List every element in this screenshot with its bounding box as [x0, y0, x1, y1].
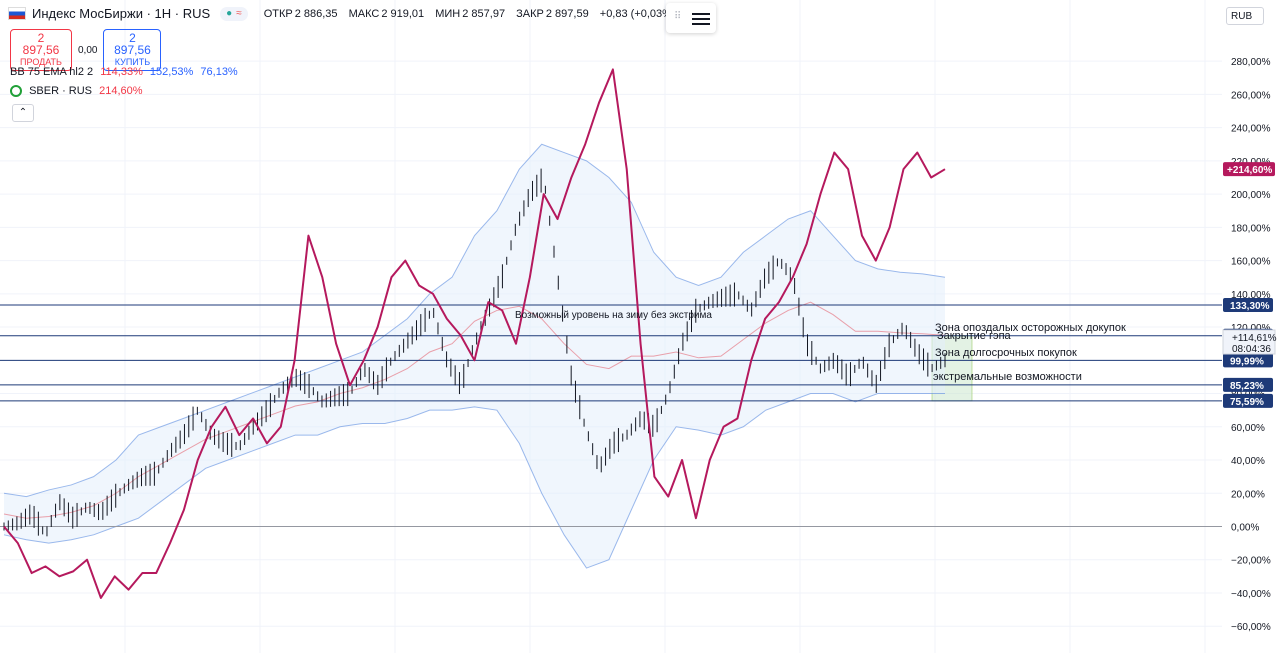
- bb-upper-value: 152,53%: [149, 66, 194, 78]
- annotation-text: Зона опоздалых осторожных докупок: [935, 322, 1126, 334]
- menu-icon: [692, 10, 710, 28]
- bb-lower-value: 76,13%: [200, 66, 238, 78]
- compare-label: SBER · RUS: [29, 85, 93, 97]
- y-tick-label: 60,00%: [1231, 423, 1265, 434]
- band-lower-line: [3, 393, 945, 569]
- y-tick-label: 180,00%: [1231, 223, 1271, 234]
- band-upper-line: [3, 143, 946, 498]
- chevron-up-icon: ⌃: [18, 107, 28, 118]
- level-label: 99,99%: [1230, 356, 1264, 367]
- buy-price: 2 897,56: [114, 31, 151, 57]
- level-label-box: [1223, 377, 1273, 392]
- buy-button[interactable]: 2 897,56 КУПИТЬ: [103, 29, 162, 71]
- compare-value: 214,60%: [99, 85, 143, 97]
- sber-line: [3, 68, 946, 599]
- collapse-legend-button[interactable]: ⌃: [12, 104, 34, 122]
- sell-label: ПРОДАТЬ: [20, 57, 62, 67]
- level-label: 85,23%: [1230, 381, 1264, 392]
- annotation-text: экстремальные возможности: [933, 371, 1082, 383]
- y-tick-label: 280,00%: [1231, 57, 1271, 68]
- high-label: МАКС: [348, 7, 380, 20]
- y-tick-label: 20,00%: [1231, 489, 1265, 500]
- legend: Индекс МосБиржи · 1Н · RUS ● ≈ ОТКР 2 886…: [8, 6, 684, 21]
- y-tick-label: 120,00%: [1231, 323, 1271, 334]
- horizontal-levels: [0, 304, 1222, 402]
- annotations: Возможный уровень на зиму без экстрима Зо…: [515, 309, 1126, 383]
- open-value: 2 886,35: [294, 7, 338, 20]
- level-label: 75,59%: [1230, 397, 1264, 408]
- sber-last-label: +214,60%: [1227, 165, 1272, 176]
- y-tick-label: −60,00%: [1231, 622, 1271, 633]
- low-value: 2 857,97: [462, 7, 506, 20]
- open-label: ОТКР: [263, 7, 293, 20]
- spread-value: 0,00: [78, 44, 98, 56]
- y-tick-label: 240,00%: [1231, 124, 1271, 135]
- level-label-box: [1223, 297, 1273, 312]
- ohlc-values: ОТКР 2 886,35 МАКС 2 919,01 МИН 2 857,97 ЗА…: [264, 8, 684, 20]
- annotation-text: Закрытие гэпа: [937, 330, 1012, 342]
- y-tick-label: 160,00%: [1231, 257, 1271, 268]
- y-tick-label: −40,00%: [1231, 589, 1271, 600]
- sber-logo-icon: [10, 85, 22, 98]
- low-label: МИН: [435, 7, 461, 20]
- index-candles: [3, 168, 946, 537]
- band-basis-line: [3, 301, 946, 519]
- russia-flag-icon: [8, 7, 26, 20]
- sber-last-box: [1223, 162, 1275, 177]
- bb-indicator-legend[interactable]: BB 75 EMA hl2 2 114,33% 152,53% 76,13%: [10, 66, 238, 78]
- compare-legend[interactable]: SBER · RUS 214,60%: [10, 85, 143, 98]
- status-dot-icon: ●: [226, 7, 233, 19]
- trade-panel: 2 897,56 ПРОДАТЬ 0,00 2 897,56 КУПИТЬ: [10, 29, 162, 71]
- y-tick-label: 200,00%: [1231, 190, 1271, 201]
- price-tag-time: 08:04:36: [1232, 344, 1271, 355]
- drawing-toolbar-button[interactable]: ⠿: [666, 3, 716, 33]
- close-value: 2 897,59: [545, 7, 589, 20]
- sell-button[interactable]: 2 897,56 ПРОДАТЬ: [10, 29, 72, 71]
- price-tag-box: [1222, 329, 1276, 355]
- high-value: 2 919,01: [381, 7, 425, 20]
- close-label: ЗАКР: [516, 7, 544, 20]
- price-tag-value: +114,61%: [1232, 333, 1277, 344]
- annotation-text: Возможный уровень на зиму без экстрима: [515, 309, 712, 321]
- level-label-box: [1223, 393, 1273, 408]
- buy-label: КУПИТЬ: [114, 57, 151, 67]
- sell-price: 2 897,56: [22, 31, 60, 57]
- level-label-box: [1223, 353, 1273, 368]
- y-tick-label: 140,00%: [1231, 290, 1271, 301]
- bb-basis-value: 114,33%: [100, 66, 143, 78]
- market-status-pill[interactable]: ● ≈: [220, 6, 248, 21]
- approx-icon: ≈: [236, 7, 242, 19]
- drag-handle-icon: ⠿: [674, 11, 683, 22]
- level-label: 133,30%: [1230, 301, 1270, 312]
- currency-select[interactable]: RUB: [1226, 7, 1264, 25]
- bb-label: BB 75 EMA hl2 2: [10, 66, 94, 78]
- symbol-title[interactable]: Индекс МосБиржи · 1Н · RUS: [32, 6, 211, 21]
- sber-series: [3, 68, 946, 599]
- y-tick-label: −20,00%: [1231, 556, 1271, 567]
- y-tick-label: 260,00%: [1231, 90, 1271, 101]
- y-tick-label: 40,00%: [1231, 456, 1265, 467]
- y-tick-label: 0,00%: [1231, 523, 1259, 534]
- price-axis: −60,00% −40,00% −20,00% 0,00% 20,00% 40,00% 60…: [1222, 57, 1277, 633]
- change-value: +0,83 (+0,03%): [599, 7, 676, 20]
- annotation-text: Зона долгосрочных покупок: [935, 347, 1077, 359]
